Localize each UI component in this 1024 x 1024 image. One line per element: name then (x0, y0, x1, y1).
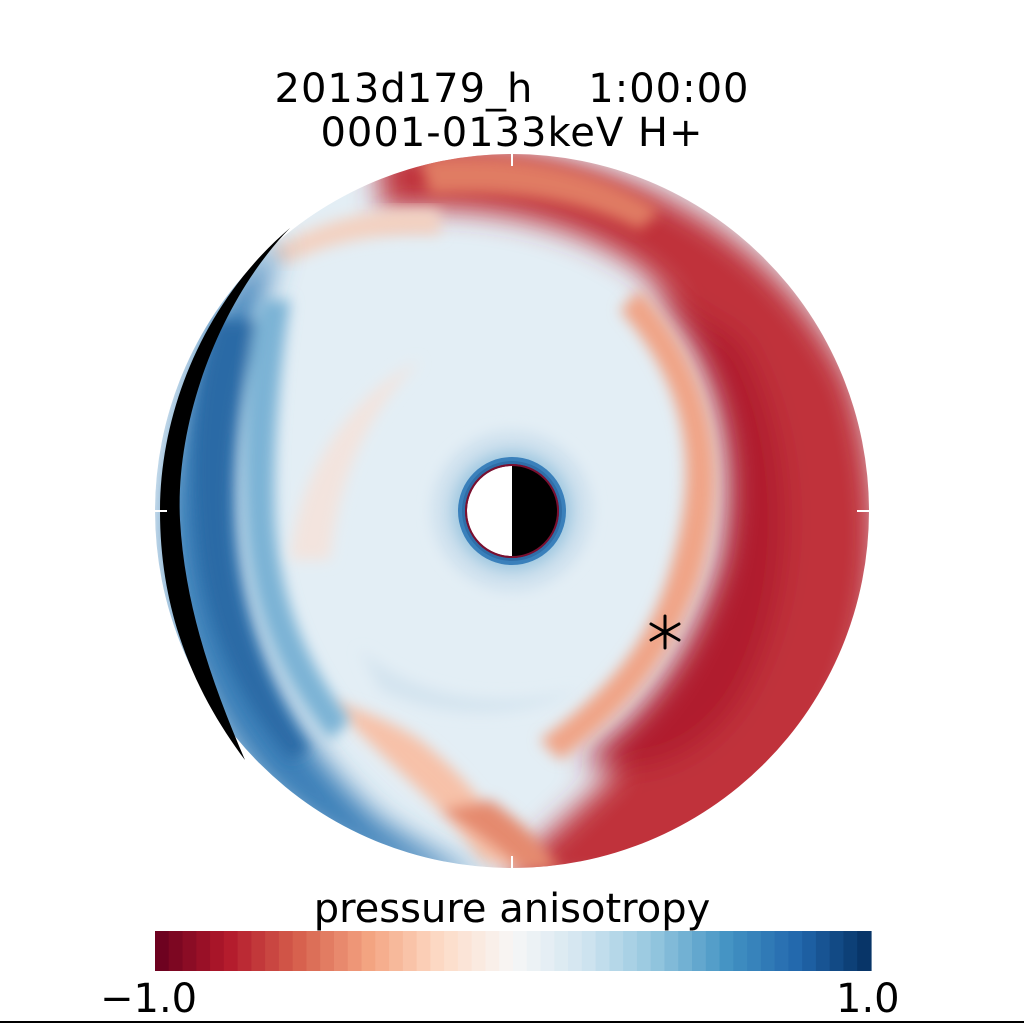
colorbar-step (168, 931, 184, 971)
satellite-marker-icon (649, 614, 681, 650)
colorbar-step (692, 931, 707, 971)
colorbar-step (513, 931, 528, 971)
colorbar-step (430, 931, 445, 971)
colorbar-step (719, 931, 734, 971)
colorbar-step (265, 931, 280, 971)
colorbar-step (237, 931, 252, 971)
colorbar-step (788, 931, 803, 971)
colorbar-step (223, 931, 239, 971)
shadow-crescent (160, 228, 290, 760)
colorbar-step (402, 931, 418, 971)
colorbar-step (416, 931, 431, 971)
colorbar-step (526, 931, 542, 971)
colorbar-step (774, 931, 789, 971)
colorbar-min-label: −1.0 (100, 976, 198, 1022)
colorbar-step (155, 931, 170, 971)
colorbar-step (705, 931, 721, 971)
colorbar-step (554, 931, 569, 971)
chart-title-line1: 2013d179_h 1:00:00 (274, 66, 750, 112)
colorbar-step (196, 931, 211, 971)
colorbar-step (251, 931, 266, 971)
colorbar-step (664, 931, 679, 971)
chart-title-line2: 0001-0133keV H+ (320, 110, 704, 156)
colorbar-step (760, 931, 776, 971)
colorbar-step (457, 931, 473, 971)
colorbar-step (320, 931, 335, 971)
colorbar-step (678, 931, 693, 971)
colorbar-step (471, 931, 487, 971)
colorbar-step (334, 931, 349, 971)
colorbar-step (568, 931, 583, 971)
colorbar-step (581, 931, 597, 971)
colorbar-step (829, 931, 845, 971)
colorbar-step (292, 931, 308, 971)
colorbar-step (650, 931, 666, 971)
colorbar-step (278, 931, 294, 971)
colorbar-step (815, 931, 831, 971)
colorbar-title: pressure anisotropy (313, 886, 711, 932)
colorbar-step (361, 931, 376, 971)
colorbar-step (499, 931, 514, 971)
colorbar-step (389, 931, 404, 971)
colorbar-steps (155, 931, 872, 971)
axis-ticks (155, 154, 869, 868)
colorbar-step (485, 931, 500, 971)
colorbar-step (802, 931, 817, 971)
colorbar-step (306, 931, 321, 971)
colorbar-step (444, 931, 459, 971)
colorbar-step (857, 931, 872, 971)
colorbar-step (636, 931, 652, 971)
colorbar-step (595, 931, 610, 971)
colorbar-step (733, 931, 748, 971)
colorbar-step (609, 931, 624, 971)
colorbar-step (843, 931, 858, 971)
colorbar-step (623, 931, 638, 971)
colorbar-max-label: 1.0 (836, 976, 900, 1022)
colorbar-step (182, 931, 197, 971)
earth-icon (465, 464, 559, 558)
colorbar-step (375, 931, 390, 971)
colorbar (155, 931, 872, 971)
colorbar-step (210, 931, 225, 971)
colorbar-step (347, 931, 363, 971)
colorbar-step (540, 931, 555, 971)
colorbar-step (747, 931, 762, 971)
